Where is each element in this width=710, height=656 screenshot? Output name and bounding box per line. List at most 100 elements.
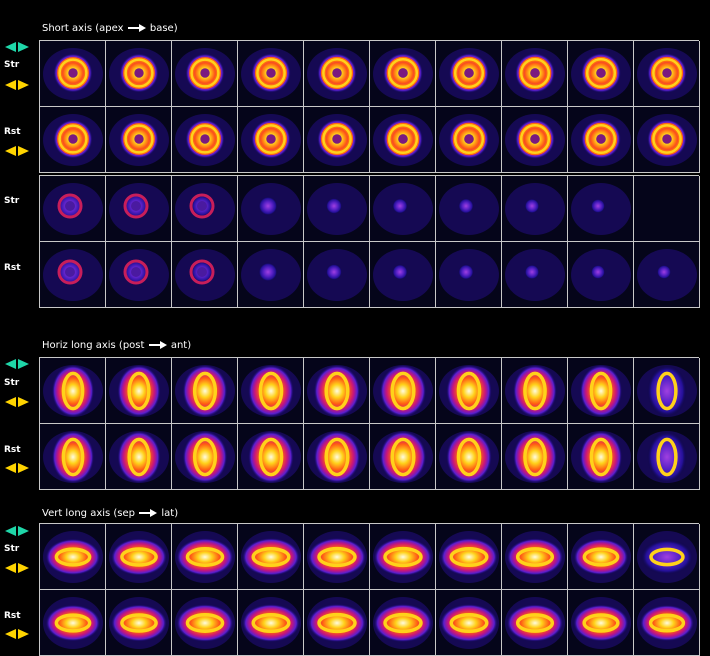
- image-thumbnail[interactable]: [634, 41, 700, 107]
- image-thumbnail[interactable]: [238, 524, 304, 590]
- nav-arrows-yellow[interactable]: [3, 79, 31, 91]
- image-thumbnail[interactable]: [568, 424, 634, 490]
- arrow-left-icon[interactable]: [5, 146, 16, 156]
- image-thumbnail[interactable]: [106, 524, 172, 590]
- image-thumbnail[interactable]: [370, 358, 436, 424]
- arrow-right-icon[interactable]: [18, 463, 29, 473]
- image-thumbnail[interactable]: [436, 358, 502, 424]
- image-thumbnail[interactable]: [304, 524, 370, 590]
- image-thumbnail[interactable]: [634, 107, 700, 173]
- image-thumbnail[interactable]: [40, 41, 106, 107]
- image-thumbnail[interactable]: [634, 358, 700, 424]
- image-thumbnail[interactable]: [40, 176, 106, 242]
- nav-arrows-yellow[interactable]: [3, 628, 31, 640]
- image-thumbnail[interactable]: [40, 524, 106, 590]
- arrow-right-icon[interactable]: [18, 397, 29, 407]
- image-thumbnail[interactable]: [238, 590, 304, 656]
- image-thumbnail[interactable]: [370, 424, 436, 490]
- image-thumbnail[interactable]: [568, 358, 634, 424]
- image-thumbnail[interactable]: [106, 41, 172, 107]
- image-thumbnail[interactable]: [106, 590, 172, 656]
- image-thumbnail[interactable]: [502, 242, 568, 308]
- image-thumbnail[interactable]: [304, 41, 370, 107]
- image-thumbnail[interactable]: [370, 107, 436, 173]
- nav-arrows-cyan[interactable]: [3, 525, 31, 537]
- image-thumbnail[interactable]: [568, 176, 634, 242]
- image-thumbnail[interactable]: [568, 524, 634, 590]
- image-thumbnail[interactable]: [568, 590, 634, 656]
- image-thumbnail[interactable]: [502, 358, 568, 424]
- image-thumbnail[interactable]: [436, 524, 502, 590]
- image-thumbnail[interactable]: [370, 524, 436, 590]
- image-thumbnail[interactable]: [436, 242, 502, 308]
- image-thumbnail[interactable]: [436, 41, 502, 107]
- arrow-left-icon[interactable]: [5, 397, 16, 407]
- image-thumbnail[interactable]: [172, 41, 238, 107]
- image-thumbnail[interactable]: [304, 242, 370, 308]
- image-thumbnail[interactable]: [106, 176, 172, 242]
- image-thumbnail[interactable]: [238, 358, 304, 424]
- image-thumbnail[interactable]: [40, 242, 106, 308]
- arrow-left-icon[interactable]: [5, 42, 16, 52]
- image-thumbnail[interactable]: [370, 41, 436, 107]
- image-thumbnail[interactable]: [172, 358, 238, 424]
- image-thumbnail[interactable]: [304, 358, 370, 424]
- image-thumbnail[interactable]: [634, 424, 700, 490]
- image-thumbnail[interactable]: [370, 176, 436, 242]
- image-thumbnail[interactable]: [436, 176, 502, 242]
- nav-arrows-yellow[interactable]: [3, 462, 31, 474]
- image-thumbnail[interactable]: [172, 107, 238, 173]
- nav-arrows-cyan[interactable]: [3, 41, 31, 53]
- image-thumbnail[interactable]: [502, 424, 568, 490]
- image-thumbnail[interactable]: [634, 524, 700, 590]
- image-thumbnail[interactable]: [106, 107, 172, 173]
- arrow-left-icon[interactable]: [5, 80, 16, 90]
- image-thumbnail[interactable]: [568, 41, 634, 107]
- image-thumbnail[interactable]: [304, 107, 370, 173]
- arrow-right-icon[interactable]: [18, 629, 29, 639]
- arrow-left-icon[interactable]: [5, 563, 16, 573]
- image-thumbnail[interactable]: [40, 424, 106, 490]
- image-thumbnail[interactable]: [172, 176, 238, 242]
- image-thumbnail[interactable]: [40, 107, 106, 173]
- arrow-right-icon[interactable]: [18, 80, 29, 90]
- image-thumbnail[interactable]: [502, 41, 568, 107]
- image-thumbnail[interactable]: [304, 176, 370, 242]
- image-thumbnail[interactable]: [502, 524, 568, 590]
- arrow-right-icon[interactable]: [18, 526, 29, 536]
- image-thumbnail[interactable]: [238, 107, 304, 173]
- arrow-left-icon[interactable]: [5, 359, 16, 369]
- image-thumbnail[interactable]: [568, 107, 634, 173]
- image-thumbnail[interactable]: [106, 242, 172, 308]
- image-thumbnail[interactable]: [634, 176, 700, 242]
- arrow-left-icon[interactable]: [5, 463, 16, 473]
- image-thumbnail[interactable]: [172, 590, 238, 656]
- image-thumbnail[interactable]: [436, 424, 502, 490]
- arrow-right-icon[interactable]: [18, 42, 29, 52]
- image-thumbnail[interactable]: [634, 242, 700, 308]
- image-thumbnail[interactable]: [40, 590, 106, 656]
- arrow-right-icon[interactable]: [18, 563, 29, 573]
- nav-arrows-yellow[interactable]: [3, 145, 31, 157]
- image-thumbnail[interactable]: [40, 358, 106, 424]
- image-thumbnail[interactable]: [436, 107, 502, 173]
- image-thumbnail[interactable]: [634, 590, 700, 656]
- image-thumbnail[interactable]: [436, 590, 502, 656]
- image-thumbnail[interactable]: [502, 107, 568, 173]
- arrow-right-icon[interactable]: [18, 359, 29, 369]
- image-thumbnail[interactable]: [172, 242, 238, 308]
- image-thumbnail[interactable]: [304, 590, 370, 656]
- image-thumbnail[interactable]: [238, 176, 304, 242]
- image-thumbnail[interactable]: [172, 424, 238, 490]
- image-thumbnail[interactable]: [370, 590, 436, 656]
- image-thumbnail[interactable]: [106, 358, 172, 424]
- image-thumbnail[interactable]: [568, 242, 634, 308]
- nav-arrows-cyan[interactable]: [3, 358, 31, 370]
- image-thumbnail[interactable]: [238, 41, 304, 107]
- image-thumbnail[interactable]: [238, 242, 304, 308]
- image-thumbnail[interactable]: [106, 424, 172, 490]
- arrow-left-icon[interactable]: [5, 526, 16, 536]
- arrow-right-icon[interactable]: [18, 146, 29, 156]
- image-thumbnail[interactable]: [370, 242, 436, 308]
- image-thumbnail[interactable]: [502, 590, 568, 656]
